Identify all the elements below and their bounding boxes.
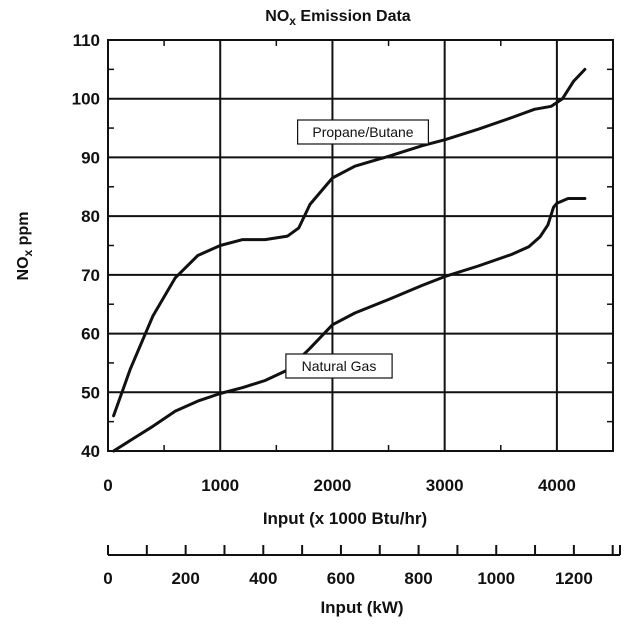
- x-axis-label: Input (x 1000 Btu/hr): [263, 509, 427, 528]
- y-tick-label: 110: [73, 31, 100, 50]
- y-tick-label: 90: [81, 148, 100, 167]
- secondary-tick-label: 0: [103, 569, 112, 588]
- series-line: [112, 197, 587, 453]
- series-line: [112, 67, 587, 418]
- secondary-axis: 0 200 400 600 800 1000 1200: [103, 545, 621, 588]
- chart-title: NOx Emission Data: [265, 8, 410, 28]
- series-label-box: [285, 353, 393, 379]
- secondary-axis-label: Input (kW): [320, 598, 403, 617]
- grid-lines: [107, 39, 613, 452]
- series-label-box: [297, 119, 430, 145]
- y-tick-label: 70: [81, 266, 100, 285]
- series-label: Propane/Butane: [312, 124, 413, 140]
- secondary-tick-label: 600: [327, 569, 355, 588]
- x-tick-label: 3000: [426, 476, 464, 495]
- secondary-tick-label: 800: [404, 569, 432, 588]
- axis-ticks: 40 50 60 70 80 90 100 110 0 1000 2000 3000 4000: [72, 31, 613, 495]
- y-tick-label: 100: [72, 90, 100, 109]
- secondary-tick-label: 1200: [555, 569, 593, 588]
- x-tick-label: 4000: [538, 476, 576, 495]
- x-tick-label: 0: [103, 476, 112, 495]
- secondary-tick-label: 400: [249, 569, 277, 588]
- series-lines: Propane/Butane Natural Gas: [112, 67, 587, 453]
- y-tick-label: 80: [81, 207, 100, 226]
- plot-frame: [107, 39, 614, 452]
- x-tick-label: 2000: [314, 476, 352, 495]
- series-label: Natural Gas: [302, 358, 377, 374]
- x-tick-label: 1000: [201, 476, 239, 495]
- secondary-tick-label: 1000: [477, 569, 515, 588]
- secondary-tick-label: 200: [171, 569, 199, 588]
- y-tick-label: 50: [81, 383, 100, 402]
- y-axis-label: NOx ppm: [15, 212, 35, 281]
- y-tick-label: 60: [81, 325, 100, 344]
- y-tick-label: 40: [81, 442, 100, 461]
